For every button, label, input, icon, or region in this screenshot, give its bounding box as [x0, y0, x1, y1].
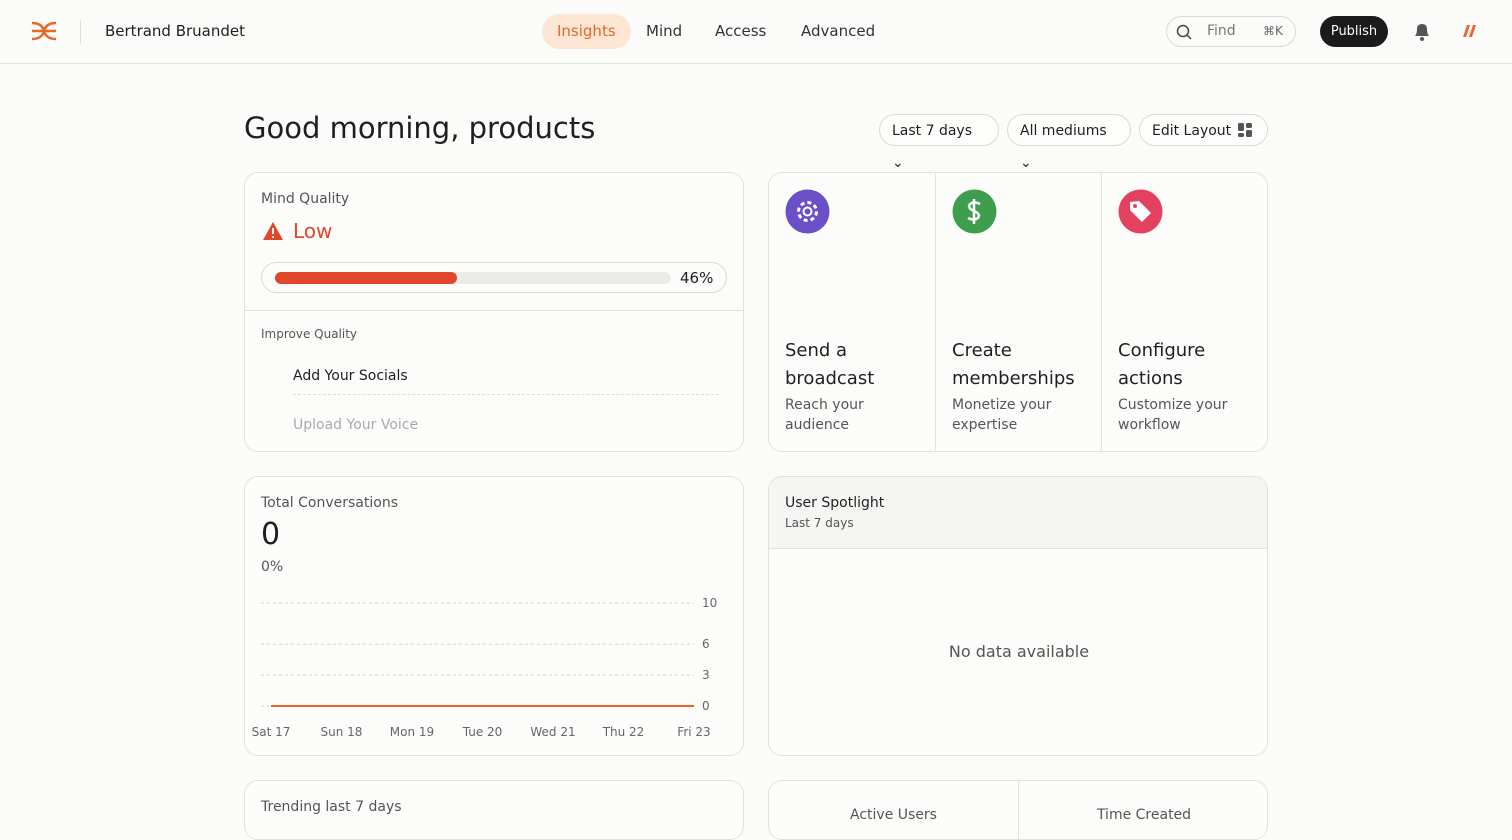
card-subtitle: Last 7 days	[785, 516, 854, 530]
brand[interactable]: Bertrand Bruandet	[105, 22, 246, 40]
tab[interactable]: Access	[715, 22, 767, 40]
total-value: 0	[261, 517, 281, 552]
shortcut: ⌘K	[1263, 24, 1283, 38]
progress-track	[275, 272, 671, 284]
card-header	[769, 477, 1267, 549]
trending-card: Trending last 7 days	[244, 780, 744, 840]
action-subtitle: Customize your workflow	[1118, 397, 1228, 433]
divider	[293, 394, 719, 395]
action-tile[interactable]: Configure actions Customize your workflo…	[1101, 173, 1267, 451]
divider	[245, 310, 743, 311]
card-title: Trending last 7 days	[261, 799, 402, 815]
action-icon	[785, 189, 830, 234]
action-title: Send a broadcast	[785, 340, 875, 389]
mind-quality-card: Mind Quality Low 46% Improve Quality Add…	[244, 172, 744, 452]
action-title: Create memberships	[952, 340, 1075, 389]
empty-state: No data available	[948, 642, 1090, 661]
x-tick-label: Wed 21	[530, 725, 575, 739]
task-item[interactable]: Add Your Socials	[293, 368, 408, 384]
filter-label: All mediums	[1020, 123, 1107, 139]
y-tick-label: 10	[702, 596, 717, 610]
action-icon	[1118, 189, 1163, 234]
layout-icon	[1238, 123, 1252, 137]
x-tick-label: Fri 23	[677, 725, 710, 739]
y-tick-label: 0	[702, 699, 710, 713]
progress-label: 46%	[680, 269, 714, 287]
bell-icon[interactable]	[1412, 21, 1432, 43]
x-tick-label: Sat 17	[252, 725, 291, 739]
greeting: Good morning, products	[244, 111, 596, 145]
stats-card: Active Users Time Created	[768, 780, 1268, 840]
search-icon	[1176, 24, 1192, 40]
tab[interactable]: Advanced	[801, 22, 876, 40]
card-title: Total Conversations	[261, 495, 398, 511]
search-placeholder: Find	[1207, 23, 1236, 39]
action-title: Configure actions	[1118, 340, 1206, 389]
conversations-card: Total Conversations 0 0% 0 3 6 10 Sat 17 Sun …	[244, 476, 744, 756]
spotlight-card: User Spotlight Last 7 days No data avail…	[768, 476, 1268, 756]
top-nav: Bertrand Bruandet Insights Mind Access A…	[0, 0, 1512, 64]
progress-fill	[275, 272, 458, 284]
app-icon[interactable]	[1460, 23, 1478, 39]
y-tick-label: 3	[702, 668, 710, 682]
date-filter[interactable]: Last 7 days ⌄	[879, 114, 999, 171]
warning-icon	[263, 222, 283, 240]
action-subtitle: Reach your audience	[785, 397, 864, 433]
tab[interactable]: Mind	[646, 22, 683, 40]
card-title: User Spotlight	[785, 495, 885, 511]
y-tick-label: 6	[702, 637, 710, 651]
x-tick-label: Tue 20	[462, 725, 503, 739]
divider	[80, 20, 81, 44]
publish-button[interactable]: Publish	[1320, 16, 1388, 47]
stat-label: Time Created	[1096, 807, 1192, 823]
line-chart: 0 3 6 10 Sat 17 Sun 18 Mon 19 Tue 20 Wed 21 Thu 2…	[252, 596, 718, 739]
divider	[1018, 781, 1019, 839]
action-subtitle: Monetize your expertise	[952, 397, 1052, 433]
medium-filter[interactable]: All mediums ⌄	[1007, 114, 1131, 171]
action-tile[interactable]: Send a broadcast Reach your audience	[769, 173, 935, 451]
actions-card: Send a broadcast Reach your audience Cre…	[768, 172, 1268, 452]
action-tile[interactable]: Create memberships Monetize your experti…	[935, 173, 1102, 451]
button-label: Edit Layout	[1152, 123, 1232, 139]
task-item[interactable]: Upload Your Voice	[293, 417, 419, 433]
action-icon	[952, 189, 997, 234]
tab[interactable]: Insights	[542, 14, 631, 49]
edit-layout-button[interactable]: Edit Layout	[1139, 114, 1268, 146]
x-tick-label: Thu 22	[602, 725, 645, 739]
progress-box: 46%	[261, 262, 727, 293]
card-title: Mind Quality	[261, 191, 350, 207]
x-tick-label: Sun 18	[321, 725, 363, 739]
stat-label: Active Users	[850, 807, 937, 823]
logo[interactable]	[30, 20, 58, 42]
x-tick-label: Mon 19	[390, 725, 434, 739]
section-title: Improve Quality	[261, 327, 358, 341]
search-box[interactable]: Find ⌘K	[1166, 16, 1296, 47]
change-value: 0%	[261, 559, 284, 575]
filter-label: Last 7 days	[892, 123, 973, 139]
quality-level: Low	[293, 219, 333, 243]
